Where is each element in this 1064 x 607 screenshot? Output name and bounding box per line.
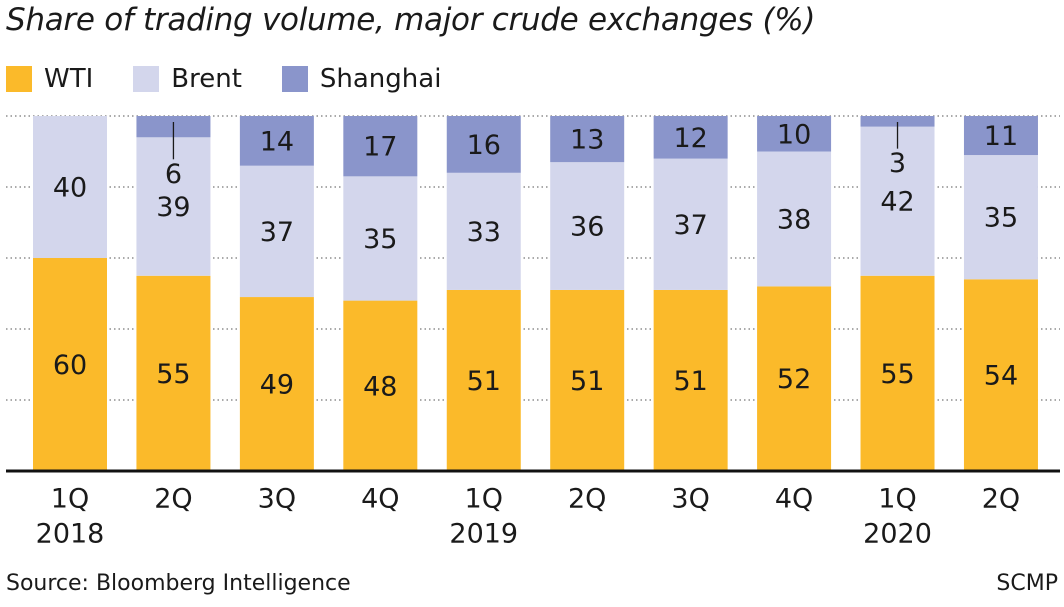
data-label-wti: 52 xyxy=(777,364,811,395)
legend-swatch-brent xyxy=(133,66,160,92)
data-label-shanghai: 6 xyxy=(165,159,182,190)
data-label-shanghai: 11 xyxy=(984,121,1018,152)
bar-brent xyxy=(136,137,211,276)
bar-shanghai xyxy=(757,116,832,152)
data-label-brent: 35 xyxy=(363,224,397,255)
data-label-wti: 54 xyxy=(984,361,1018,392)
data-label-wti: 51 xyxy=(570,366,604,397)
x-tick-label: 1Q xyxy=(878,484,916,515)
data-label-wti: 49 xyxy=(260,370,294,401)
bar-wti xyxy=(136,275,211,471)
data-label-wti: 55 xyxy=(156,359,190,390)
bar-wti xyxy=(33,258,107,471)
bar-wti xyxy=(963,279,1038,471)
bar-shanghai xyxy=(860,116,935,127)
bar-brent xyxy=(860,126,935,276)
bar-wti xyxy=(446,289,521,471)
x-tick-label: 1Q xyxy=(465,484,503,515)
data-label-shanghai: 17 xyxy=(363,132,397,163)
data-label-brent: 33 xyxy=(467,217,501,248)
bar-brent xyxy=(343,176,418,301)
chart-title: Share of trading volume, major crude exc… xyxy=(6,2,816,38)
data-label-shanghai: 12 xyxy=(673,123,707,154)
data-label-brent: 40 xyxy=(53,173,87,204)
x-tick-label: 4Q xyxy=(361,484,399,515)
bar-wti xyxy=(239,297,314,471)
data-label-shanghai: 13 xyxy=(570,125,604,156)
data-label-shanghai: 10 xyxy=(777,119,811,150)
data-label-wti: 55 xyxy=(880,359,914,390)
bar-brent xyxy=(963,155,1038,280)
data-label-wti: 48 xyxy=(363,371,397,402)
legend-label-shanghai: Shanghai xyxy=(319,64,442,94)
data-label-wti: 60 xyxy=(53,350,87,381)
bar-shanghai xyxy=(446,116,521,173)
legend: WTI Brent Shanghai xyxy=(6,62,481,96)
x-tick-label-year: 2019 xyxy=(449,519,518,550)
bar-shanghai xyxy=(963,116,1038,156)
data-label-shanghai: 3 xyxy=(889,148,906,179)
x-tick-label: 4Q xyxy=(775,484,813,515)
bar-brent xyxy=(239,165,314,298)
bar-brent xyxy=(757,151,832,287)
bar-wti xyxy=(343,300,418,471)
bar-shanghai xyxy=(550,116,625,163)
bar-brent xyxy=(550,162,625,290)
legend-item-wti: WTI xyxy=(6,64,93,94)
x-tick-label: 3Q xyxy=(671,484,709,515)
x-tick-label-year: 2018 xyxy=(36,519,105,550)
legend-label-wti: WTI xyxy=(44,64,94,94)
data-label-brent: 36 xyxy=(570,212,604,243)
bar-wti xyxy=(550,289,625,471)
bar-shanghai xyxy=(653,116,728,159)
legend-item-shanghai: Shanghai xyxy=(281,64,442,94)
x-tick-label: 2Q xyxy=(154,484,192,515)
bar-shanghai xyxy=(239,116,314,166)
data-label-wti: 51 xyxy=(673,366,707,397)
data-label-shanghai: 16 xyxy=(467,130,501,161)
data-label-shanghai: 14 xyxy=(260,126,294,157)
bar-wti xyxy=(757,286,832,471)
source-note: Source: Bloomberg Intelligence xyxy=(6,571,351,596)
legend-swatch-wti xyxy=(6,66,32,92)
data-label-brent: 37 xyxy=(673,210,707,241)
bar-brent xyxy=(653,158,728,290)
data-label-brent: 35 xyxy=(984,203,1018,234)
x-tick-label-year: 2020 xyxy=(863,519,932,550)
credit-label: SCMP xyxy=(996,571,1058,596)
data-label-brent: 39 xyxy=(156,192,190,223)
data-label-brent: 37 xyxy=(260,217,294,248)
data-label-wti: 51 xyxy=(467,366,501,397)
x-tick-label: 1Q xyxy=(51,484,89,515)
data-label-brent: 42 xyxy=(880,187,914,218)
x-tick-label: 2Q xyxy=(568,484,606,515)
bar-brent xyxy=(446,172,521,290)
data-label-brent: 38 xyxy=(777,204,811,235)
bar-wti xyxy=(653,289,728,471)
x-tick-label: 3Q xyxy=(258,484,296,515)
legend-label-brent: Brent xyxy=(171,64,242,94)
legend-item-brent: Brent xyxy=(133,64,242,94)
bar-wti xyxy=(860,275,935,471)
legend-swatch-shanghai xyxy=(281,66,308,92)
bar-brent xyxy=(33,116,107,258)
x-tick-label: 2Q xyxy=(982,484,1020,515)
bar-shanghai xyxy=(343,116,418,177)
